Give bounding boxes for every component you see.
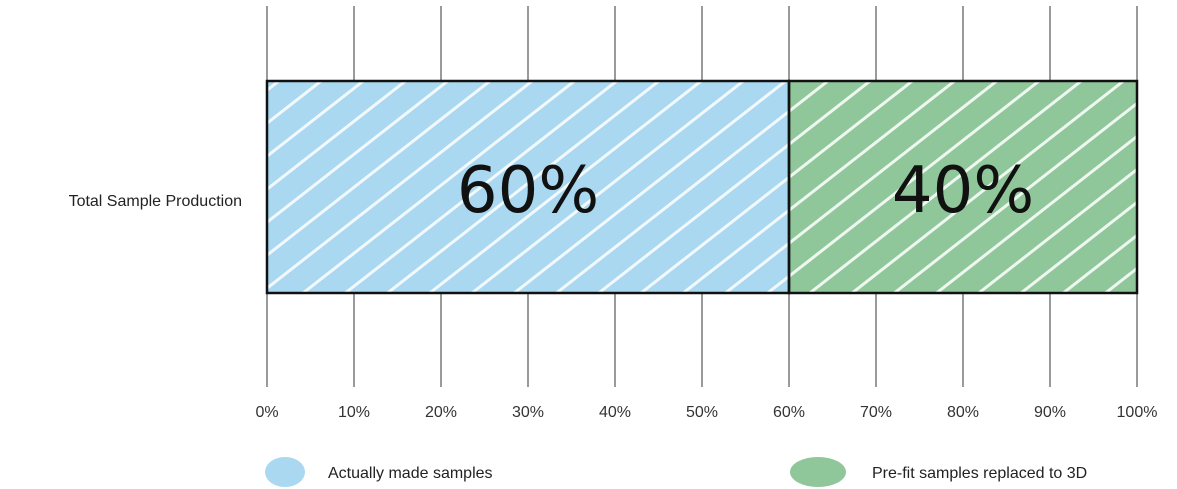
x-tick-label: 60% bbox=[773, 404, 805, 421]
x-tick-label: 100% bbox=[1117, 404, 1158, 421]
x-tick-label: 10% bbox=[338, 404, 370, 421]
x-tick-label: 80% bbox=[947, 404, 979, 421]
x-tick-label: 30% bbox=[512, 404, 544, 421]
x-tick-label: 50% bbox=[686, 404, 718, 421]
x-tick-label: 0% bbox=[255, 404, 278, 421]
x-tick-label: 90% bbox=[1034, 404, 1066, 421]
bar-segment-hatch bbox=[267, 81, 789, 293]
legend: Actually made samples Pre-fit samples rep… bbox=[265, 457, 1087, 487]
bar-outline bbox=[787, 79, 1139, 295]
x-tick-label: 20% bbox=[425, 404, 457, 421]
data-label: 40% bbox=[892, 154, 1034, 228]
category-label: Total Sample Production bbox=[69, 193, 242, 210]
legend-label: Actually made samples bbox=[328, 465, 493, 482]
data-label: 60% bbox=[457, 154, 599, 228]
legend-swatch bbox=[790, 457, 846, 487]
x-tick-labels: 0% 10% 20% 30% 40% 50% 60% 70% 80% 90% 100% bbox=[255, 404, 1157, 421]
x-tick-label: 70% bbox=[860, 404, 892, 421]
legend-label: Pre-fit samples replaced to 3D bbox=[872, 465, 1087, 482]
x-tick-label: 40% bbox=[599, 404, 631, 421]
legend-swatch bbox=[265, 457, 305, 487]
bars: 60% 40% bbox=[265, 79, 1139, 295]
bar-segment-hatch bbox=[789, 81, 1137, 293]
